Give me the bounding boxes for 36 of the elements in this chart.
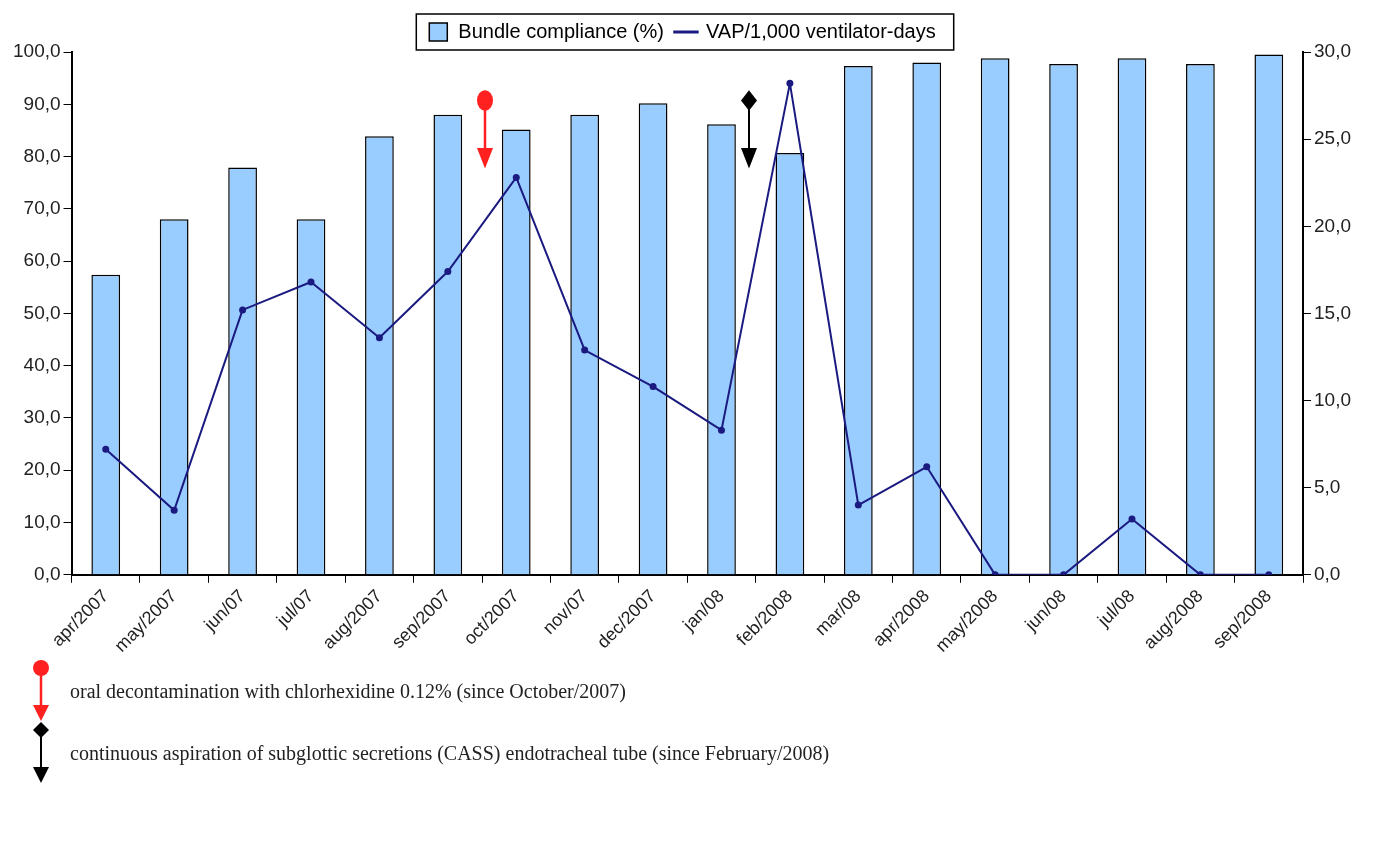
y-tick-label: 0,0 [34,563,61,585]
legend-label: VAP/1,000 ventilator-days [705,19,936,42]
y-tick-label: 30,0 [23,406,61,428]
y2-tick-label: 25,0 [1314,127,1351,149]
point [717,426,725,434]
y-tick-label: 90,0 [23,92,61,114]
y-tick-label: 70,0 [23,197,61,219]
point [170,506,178,514]
y2-tick-label: 10,0 [1314,388,1351,410]
point [102,445,110,453]
y2-tick-label: 5,0 [1314,475,1341,497]
y-tick-label: 10,0 [23,510,61,532]
y-tick-label: 50,0 [23,301,61,323]
legend-label: Bundle compliance (%) [458,19,664,42]
text: oral decontamination with chlorhexidine 0.12% (since October/2007) [70,679,626,703]
y2-tick-label: 20,0 [1314,214,1351,236]
point [512,173,520,181]
y-tick-label: 20,0 [23,458,61,480]
point [1128,515,1136,523]
y-tick-label: 40,0 [23,353,61,375]
y-tick-label: 80,0 [23,144,61,166]
point [649,383,657,391]
point [444,268,452,276]
y2-tick-label: 30,0 [1314,40,1351,62]
point [581,346,589,354]
text: continuous aspiration of subglottic secretions (CASS) endotracheal tube (since February/2008) [70,741,830,765]
y2-tick-label: 15,0 [1314,301,1351,323]
point [375,334,383,342]
point [239,306,247,314]
y-tick-label: 100,0 [13,40,61,62]
point [854,501,862,509]
point [786,79,794,87]
point [923,463,931,471]
point [307,278,315,286]
y-tick-label: 60,0 [23,249,61,271]
y2-tick-label: 0,0 [1314,563,1341,585]
